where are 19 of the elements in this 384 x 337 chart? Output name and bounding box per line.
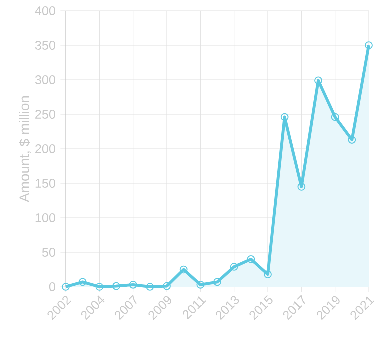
point — [365, 42, 373, 50]
point — [78, 278, 87, 286]
point — [112, 282, 120, 290]
point — [298, 183, 306, 191]
point — [230, 263, 238, 271]
point — [214, 278, 222, 286]
point — [314, 76, 322, 85]
point — [331, 113, 340, 122]
point — [196, 280, 205, 289]
point — [96, 283, 104, 291]
point — [180, 266, 188, 274]
point — [129, 280, 138, 289]
point — [163, 282, 171, 290]
point — [280, 113, 289, 122]
point — [264, 270, 272, 279]
point — [146, 283, 154, 291]
point — [348, 136, 356, 144]
point — [247, 255, 256, 264]
point — [62, 283, 70, 291]
